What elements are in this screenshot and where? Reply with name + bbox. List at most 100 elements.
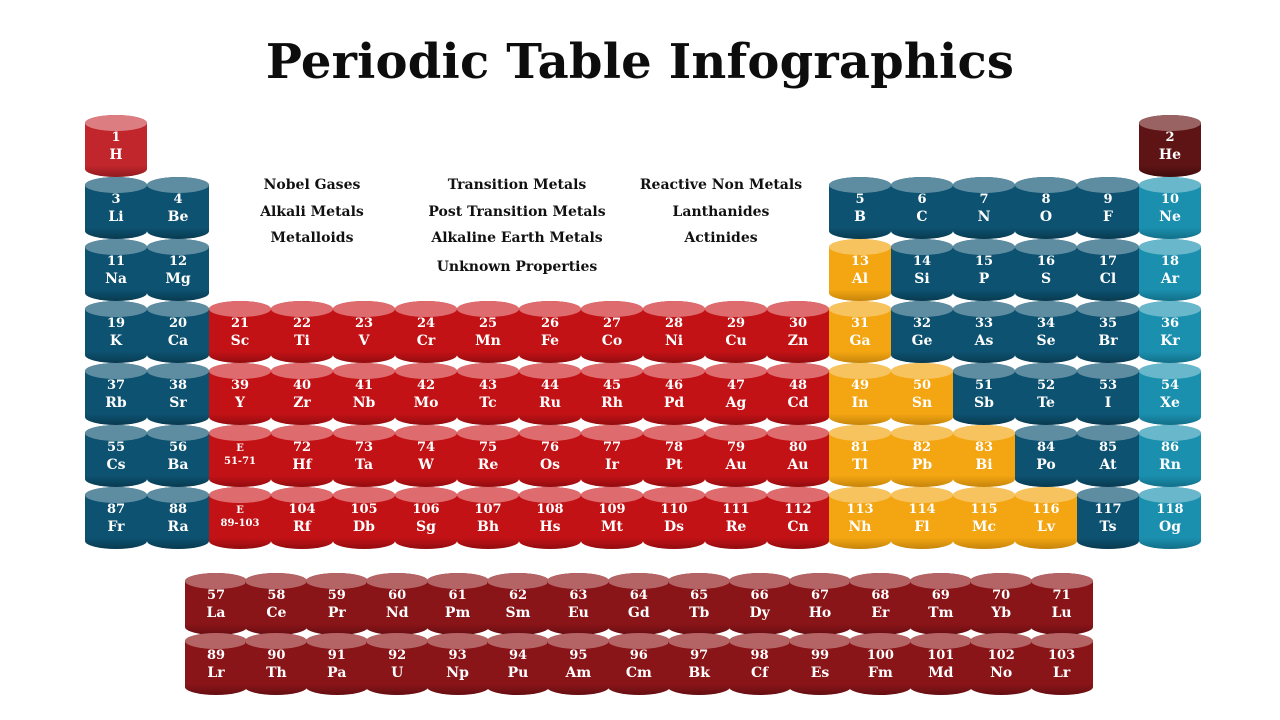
atomic-number: 12 <box>168 254 188 269</box>
element-symbol: Pu <box>507 665 529 681</box>
element-cell-au: 80 Au <box>767 425 829 487</box>
element-symbol: Ru <box>539 395 561 411</box>
cylinder-cap <box>333 487 395 503</box>
element-cell-kr: 36 Kr <box>1139 301 1201 363</box>
element-symbol: He <box>1158 147 1182 163</box>
cylinder-cap <box>789 633 851 649</box>
cylinder-cap <box>581 301 643 317</box>
cylinder-cap <box>547 573 610 589</box>
atomic-number: 81 <box>850 440 870 455</box>
element-symbol: Pb <box>911 457 933 473</box>
actinide-cell-md: 101 Md <box>909 633 972 695</box>
cylinder-cap <box>209 363 271 379</box>
legend-item: Unknown Properties <box>436 259 598 275</box>
actinide-cell-th: 90 Th <box>245 633 308 695</box>
element-symbol: Cf <box>751 665 769 681</box>
element-cell-sr: 38 Sr <box>147 363 209 425</box>
atomic-number: 1 <box>111 130 121 145</box>
element-symbol: Ar <box>1160 271 1180 287</box>
element-cell-rn: 86 Rn <box>1139 425 1201 487</box>
element-symbol: Sm <box>505 605 531 621</box>
atomic-number: 116 <box>1032 502 1060 517</box>
element-cell-as: 33 As <box>953 301 1015 363</box>
atomic-number: 74 <box>416 440 436 455</box>
cylinder-cap <box>1030 633 1093 649</box>
cylinder-cap <box>643 301 705 317</box>
cylinder-cap <box>953 363 1015 379</box>
element-symbol: Nb <box>352 395 376 411</box>
cylinder-cap <box>1077 425 1139 441</box>
cylinder-cap <box>366 633 429 649</box>
atomic-number: 72 <box>292 440 312 455</box>
element-symbol: O <box>1039 209 1053 225</box>
atomic-number: 113 <box>846 502 874 517</box>
element-symbol: Sn <box>911 395 933 411</box>
element-symbol: Rf <box>293 519 311 535</box>
cylinder-cap <box>85 177 147 193</box>
atomic-number: 106 <box>412 502 440 517</box>
atomic-number: 42 <box>416 378 436 393</box>
element-symbol: At <box>1099 457 1117 473</box>
element-symbol: Cm <box>625 665 652 681</box>
element-symbol: Re <box>725 519 747 535</box>
element-symbol: La <box>206 605 226 621</box>
element-symbol: Fm <box>868 665 893 681</box>
legend-item: Metalloids <box>270 230 354 246</box>
cylinder-cap <box>953 177 1015 193</box>
atomic-number: 48 <box>788 378 808 393</box>
element-cell-og: 118 Og <box>1139 487 1201 549</box>
cylinder-cap <box>245 573 308 589</box>
lanthanide-cell-lu: 71 Lu <box>1030 573 1093 635</box>
cylinder-cap <box>705 425 767 441</box>
atomic-number: 68 <box>871 588 890 603</box>
actinide-cell-lr: 103 Lr <box>1030 633 1093 695</box>
element-symbol: P <box>978 271 990 287</box>
element-symbol: Rh <box>601 395 623 411</box>
cylinder-cap <box>85 239 147 255</box>
element-symbol: Nh <box>848 519 872 535</box>
element-symbol: W <box>418 457 434 473</box>
element-cell-placeholder-89-103: E 89-103 <box>209 487 271 549</box>
element-cell-sb: 51 Sb <box>953 363 1015 425</box>
atomic-number: 110 <box>660 502 688 517</box>
element-symbol: Gd <box>627 605 650 621</box>
cylinder-cap <box>970 573 1033 589</box>
cylinder-cap <box>85 425 147 441</box>
actinide-cell-cm: 96 Cm <box>607 633 670 695</box>
element-cell-cl: 17 Cl <box>1077 239 1139 301</box>
element-cell-cu: 29 Cu <box>705 301 767 363</box>
element-symbol: U <box>391 665 404 681</box>
lanthanide-cell-tb: 65 Tb <box>668 573 731 635</box>
atomic-number: 14 <box>912 254 932 269</box>
atomic-number: 83 <box>974 440 994 455</box>
element-cell-ni: 28 Ni <box>643 301 705 363</box>
element-cell-he: 2 He <box>1139 115 1201 177</box>
atomic-number: 86 <box>1160 440 1180 455</box>
cylinder-cap <box>395 425 457 441</box>
cylinder-cap <box>85 115 147 131</box>
cylinder-cap <box>643 487 705 503</box>
atomic-number: 102 <box>987 648 1015 663</box>
element-cell-lv: 116 Lv <box>1015 487 1077 549</box>
actinide-cell-lr: 89 Lr <box>185 633 247 695</box>
cylinder-cap <box>767 487 829 503</box>
element-cell-ge: 32 Ge <box>891 301 953 363</box>
atomic-number: 47 <box>726 378 746 393</box>
atomic-number: 19 <box>106 316 126 331</box>
element-symbol: Ba <box>167 457 189 473</box>
element-symbol: Ne <box>1159 209 1181 225</box>
element-cell-y: 39 Y <box>209 363 271 425</box>
legend-item: Actinides <box>684 230 758 246</box>
element-symbol: S <box>1040 271 1052 287</box>
atomic-number: 66 <box>750 588 769 603</box>
legend-item: Nobel Gases <box>263 177 361 193</box>
cylinder-cap <box>909 633 972 649</box>
element-cell-xe: 54 Xe <box>1139 363 1201 425</box>
cylinder-cap <box>705 301 767 317</box>
element-cell-po: 84 Po <box>1015 425 1077 487</box>
cylinder-cap <box>1015 425 1077 441</box>
cylinder-cap <box>147 301 209 317</box>
atomic-number: 112 <box>784 502 812 517</box>
